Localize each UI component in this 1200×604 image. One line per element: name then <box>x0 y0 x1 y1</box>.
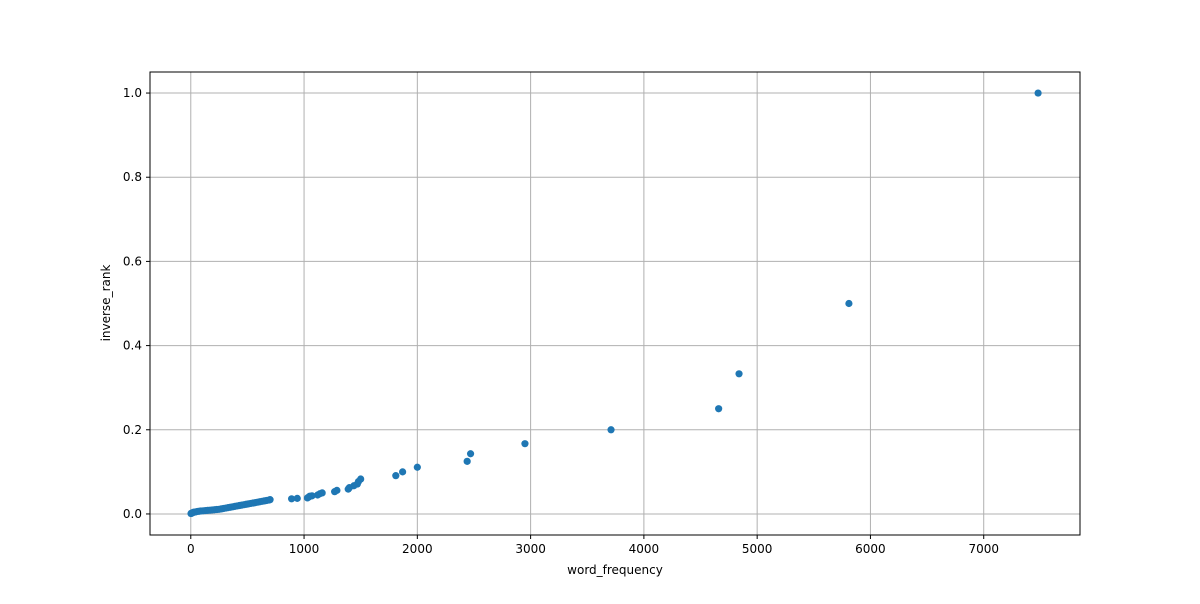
x-axis-ticks: 0 1000 2000 3000 4000 5000 6000 7000 <box>187 535 999 556</box>
y-tick-label: 0.2 <box>123 423 142 437</box>
data-point <box>735 370 743 378</box>
data-point <box>521 440 529 448</box>
y-axis-ticks: 0.0 0.2 0.4 0.6 0.8 1.0 <box>123 86 150 521</box>
x-tick-label: 6000 <box>855 542 886 556</box>
y-tick-label: 0.6 <box>123 254 142 268</box>
data-point <box>187 509 195 518</box>
x-tick-label: 7000 <box>968 542 999 556</box>
data-point <box>1034 89 1042 97</box>
data-point <box>607 426 615 434</box>
y-axis-label: inverse_rank <box>99 265 113 342</box>
x-tick-label: 5000 <box>742 542 773 556</box>
data-point <box>314 491 322 499</box>
plot-frame <box>149 71 1081 536</box>
data-point <box>463 457 471 465</box>
data-point <box>845 299 853 308</box>
data-point <box>287 495 296 503</box>
data-point <box>344 485 352 493</box>
data-point <box>392 472 400 480</box>
x-axis-label: word_frequency <box>567 563 663 577</box>
data-point <box>715 405 723 413</box>
x-tick-label: 0 <box>187 542 195 556</box>
y-tick-label: 1.0 <box>123 86 142 100</box>
x-tick-label: 3000 <box>515 542 546 556</box>
y-tick-label: 0.8 <box>123 170 142 184</box>
x-tick-label: 1000 <box>289 542 320 556</box>
y-tick-label: 0.0 <box>123 507 142 521</box>
data-point <box>303 494 312 502</box>
data-point <box>413 463 421 471</box>
data-point <box>399 468 407 476</box>
data-points <box>187 89 1042 518</box>
x-tick-label: 2000 <box>402 542 433 556</box>
grid-lines <box>150 72 1080 535</box>
y-tick-label: 0.4 <box>123 339 142 353</box>
data-point <box>466 450 475 458</box>
x-tick-label: 4000 <box>629 542 660 556</box>
data-point <box>293 494 301 502</box>
data-point <box>331 488 339 496</box>
